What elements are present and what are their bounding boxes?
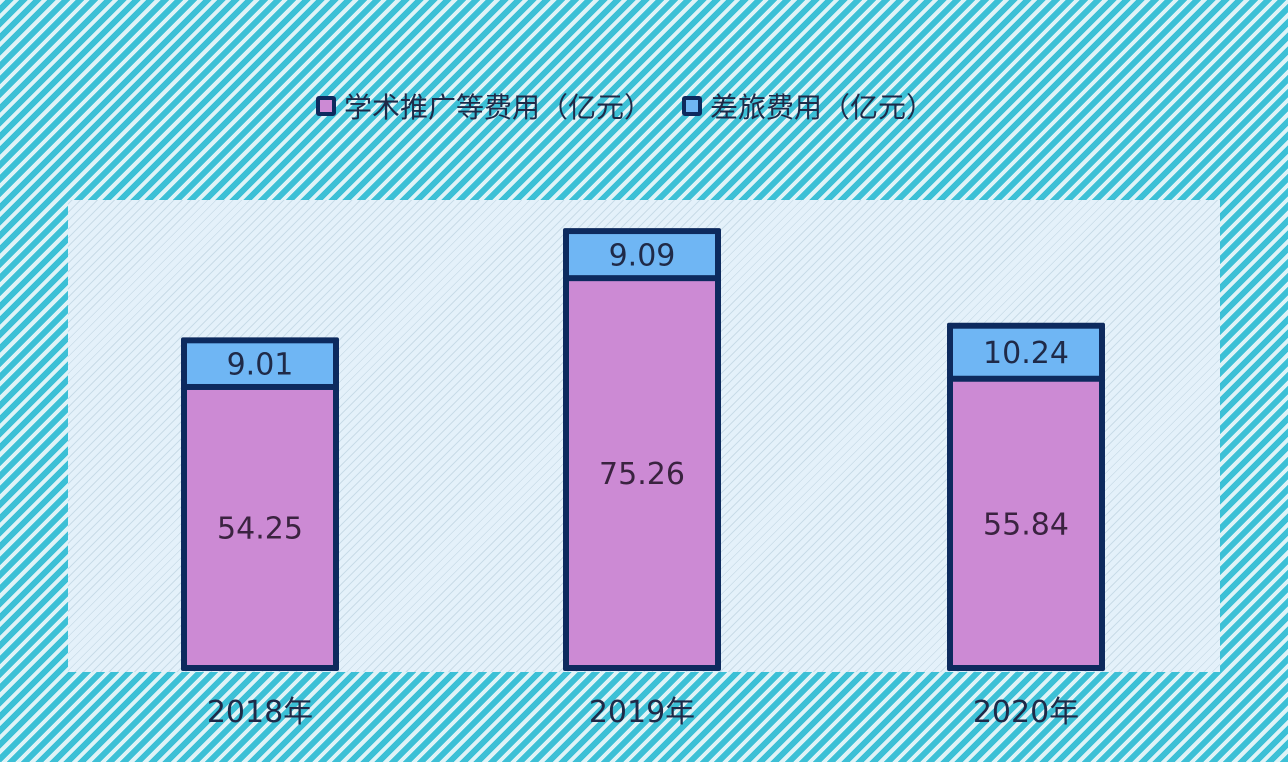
data-label-travel-0: 9.01: [227, 348, 294, 383]
legend-label-travel: 差旅费用（亿元）: [710, 91, 935, 124]
x-tick-label-1: 2019年: [589, 695, 695, 730]
bar-segment-academic-0: [187, 389, 333, 665]
data-label-academic-2: 55.84: [983, 507, 1069, 542]
bar-segment-travel-1: [569, 234, 715, 276]
legend-swatch-academic-promotion: [315, 96, 336, 116]
bar-segment-academic-2: [953, 381, 1099, 665]
data-label-travel-2: 10.24: [983, 336, 1069, 371]
legend-item-academic-promotion: 学术推广等费用（亿元）: [315, 86, 652, 126]
bar-segment-travel-0: [187, 343, 333, 384]
data-label-academic-1: 75.26: [599, 457, 685, 492]
legend-item-travel: 差旅费用（亿元）: [682, 86, 934, 126]
x-tick-label-2: 2020年: [973, 695, 1079, 730]
legend-swatch-travel: [682, 96, 702, 116]
bar-segment-academic-1: [569, 281, 715, 665]
legend-label-academic-promotion: 学术推广等费用（亿元）: [343, 91, 652, 124]
legend: 学术推广等费用（亿元） 差旅费用（亿元）: [0, 86, 1250, 126]
x-tick-label-0: 2018年: [207, 695, 313, 730]
bar-segment-travel-2: [953, 328, 1099, 376]
data-label-travel-1: 9.09: [609, 239, 676, 274]
data-label-academic-0: 54.25: [217, 511, 303, 546]
